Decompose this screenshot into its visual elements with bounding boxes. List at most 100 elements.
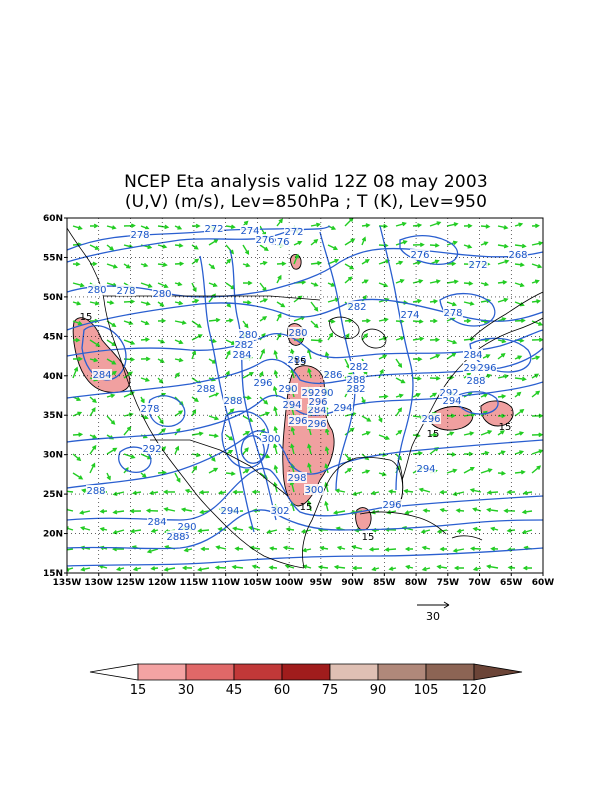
colorbar-label: 45 xyxy=(226,683,243,698)
wind-vector xyxy=(469,488,482,493)
wind-vector xyxy=(106,339,117,347)
contour-label: 276 xyxy=(255,235,274,246)
contour-label: 268 xyxy=(508,250,527,261)
wind-vector xyxy=(507,565,516,570)
contour-line xyxy=(67,329,543,359)
coastline-canada-east xyxy=(469,291,543,341)
wind-vector xyxy=(132,566,142,572)
wind-vector xyxy=(395,221,407,227)
wind-vector xyxy=(412,356,423,362)
wind-vector xyxy=(412,319,424,324)
contour-label-bg xyxy=(421,413,441,424)
wind-vector xyxy=(197,567,210,572)
contour-label: 276 xyxy=(410,250,429,261)
wind-vector xyxy=(273,369,279,379)
lat-label: 40N xyxy=(43,372,63,382)
wind-vector xyxy=(106,393,116,399)
wind-vector xyxy=(174,225,183,230)
wind-vector xyxy=(72,282,85,288)
wind-vector xyxy=(123,412,134,417)
contour-label-bg xyxy=(253,377,273,388)
wind-vector xyxy=(123,299,136,304)
lon-label: 135W xyxy=(53,578,82,588)
contour-label: 290 xyxy=(314,388,333,399)
wind-vector xyxy=(112,529,125,535)
contour-label-bg xyxy=(278,383,298,394)
wind-vector xyxy=(361,223,371,228)
contour-label: 282 xyxy=(346,384,365,395)
wind-vector xyxy=(531,390,541,398)
wind-vector xyxy=(422,508,431,513)
wind-vector xyxy=(174,357,184,363)
wind-vector xyxy=(521,529,533,535)
contour-label-bg xyxy=(223,395,243,406)
lon-label: 90W xyxy=(341,578,364,588)
wind-vector xyxy=(480,450,490,456)
lon-label: 60W xyxy=(532,578,555,588)
colorbar-label: 75 xyxy=(322,683,339,698)
wind-vector xyxy=(191,349,197,360)
wind-vector xyxy=(157,358,165,363)
wind-vector xyxy=(395,393,404,399)
us-mexico-border xyxy=(150,439,289,497)
wind-vector xyxy=(242,280,253,286)
wind-vector xyxy=(429,318,438,324)
wind-vector xyxy=(486,507,499,513)
contour-label: 274 xyxy=(240,226,259,237)
wind-vector xyxy=(490,526,499,532)
wind-vector xyxy=(531,449,543,455)
contour-label: 282 xyxy=(347,302,366,313)
wind-vector xyxy=(276,312,282,322)
wind-vector xyxy=(106,225,117,230)
wind-vector xyxy=(395,358,403,369)
contour-label-bg xyxy=(234,339,254,350)
contour-line xyxy=(455,391,499,415)
wind-vector xyxy=(72,453,82,462)
wind-vector xyxy=(344,218,354,227)
lat-label: 60N xyxy=(43,214,63,224)
wind-vector xyxy=(191,244,199,250)
wind-vector xyxy=(531,373,540,379)
wind-vector xyxy=(225,224,236,230)
wind-vector xyxy=(174,410,184,417)
contour-line xyxy=(148,395,186,427)
wind-vector xyxy=(497,243,509,249)
contour-label: 290 xyxy=(177,522,196,533)
wind-vector xyxy=(89,407,96,417)
wind-vector xyxy=(174,261,185,267)
wind-vector xyxy=(157,339,166,344)
wind-vector xyxy=(522,490,533,496)
wind-vector xyxy=(268,565,278,570)
wind-vector xyxy=(251,489,261,495)
contour-label: 300 xyxy=(304,485,323,496)
wind-vector xyxy=(463,431,475,436)
wind-vector xyxy=(531,320,543,326)
wind-vector xyxy=(191,223,201,229)
wind-vector xyxy=(174,339,184,345)
wind-vector xyxy=(276,301,286,308)
lon-label: 130W xyxy=(84,578,113,588)
contour-label-bg xyxy=(400,309,420,320)
region-label: 15 xyxy=(362,532,375,543)
colorbar-segment xyxy=(281,663,331,681)
wind-vector xyxy=(285,527,295,532)
lon-label: 65W xyxy=(500,578,523,588)
wind-vector xyxy=(242,431,251,436)
wind-vector xyxy=(472,566,482,572)
wind-vector xyxy=(293,253,299,265)
contour-label-bg xyxy=(270,505,290,516)
colorbar-segment xyxy=(329,663,379,681)
wind-vector xyxy=(503,508,516,514)
contour-line xyxy=(67,467,543,521)
wind-vector xyxy=(191,465,198,474)
wind-vector xyxy=(514,469,526,475)
wind-vector xyxy=(208,338,217,344)
shaded-region-atlantic-west xyxy=(431,406,474,431)
contour-label: 282 xyxy=(234,340,253,351)
wind-vector xyxy=(259,348,265,360)
wind-vector xyxy=(106,472,111,481)
wind-vector xyxy=(404,546,414,552)
wind-vector xyxy=(293,295,303,303)
wind-vector xyxy=(421,545,431,551)
contour-label-bg xyxy=(255,234,275,245)
